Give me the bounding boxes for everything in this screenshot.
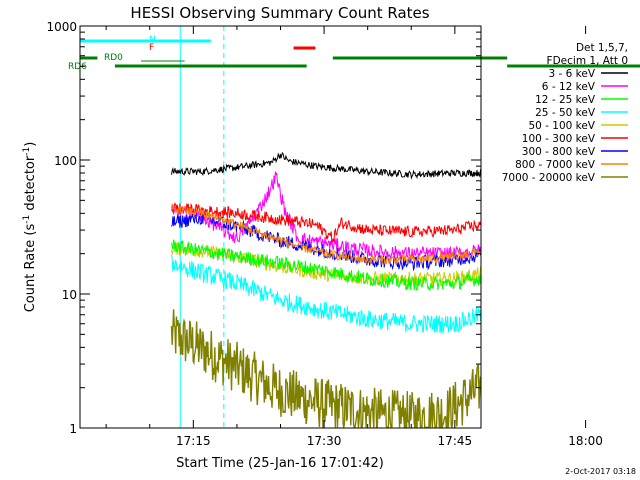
legend-entry-label: 50 - 100 keV [528,120,595,132]
x-axis-label: Start Time (25-Jan-16 17:01:42) [176,456,384,471]
series-line-6 [171,211,481,272]
y-axis-label-sup1: -1 [22,215,32,224]
legend-entry-label: 3 - 6 keV [548,68,595,80]
series-line-3 [171,254,481,335]
x-tick-label: 17:30 [307,434,342,448]
y-tick-label: 1000 [46,20,77,34]
legend-entry-label: 800 - 7000 keV [515,159,596,171]
annotation-layer: NF RD0 RD6 [68,26,640,428]
series-line-2 [171,239,481,292]
legend-entry-label: 100 - 300 keV [522,133,596,145]
plot-frame [79,25,482,429]
legend-entry-label: 6 - 12 keV [542,81,596,93]
y-axis-label-end: ) [23,142,38,147]
legend-entry-label: 12 - 25 keV [535,94,596,106]
x-tick-label: 17:15 [176,434,211,448]
series-line-7 [171,203,481,265]
legend-entry-label: 300 - 800 keV [522,146,596,158]
series-layer [170,151,481,428]
annotation-label: RD0 [104,53,123,63]
y-tick-label: 100 [54,154,77,168]
y-tick-label: 10 [62,288,77,302]
series-line-5 [171,202,481,244]
annotation-label: RD6 [68,62,87,72]
y-axis-label-sup2: -1 [22,147,32,156]
y-axis-label-main: Count Rate (s [23,224,38,313]
series-line-8 [170,309,481,428]
legend-header-line-1: Det 1,5,7, [576,42,628,54]
x-tick-label: 18:00 [568,434,603,448]
series-line-1 [171,171,481,262]
y-tick-label: 1 [69,422,77,436]
legend-header-line-2: FDecim 1, Att 0 [547,55,628,67]
annotation-label: F [149,43,154,53]
x-tick-label: 17:45 [438,434,473,448]
legend-entry-label: 7000 - 20000 keV [502,172,596,184]
y-axis-label: Count Rate (s-1 detector-1) [22,142,38,313]
annotation-label: N [149,35,156,45]
chart-title: HESSI Observing Summary Count Rates [130,4,429,22]
footer-timestamp: 2-Oct-2017 03:18 [565,467,636,476]
legend-entry-label: 25 - 50 keV [535,107,596,119]
series-line-0 [171,151,481,180]
y-axis-label-mid: detector [23,155,38,215]
